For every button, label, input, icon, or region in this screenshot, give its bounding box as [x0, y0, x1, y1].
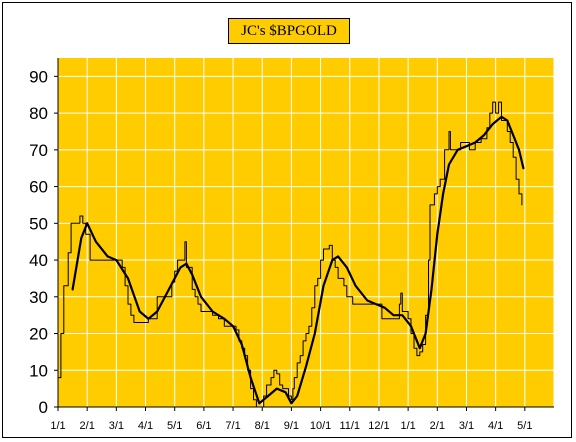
- x-tick-label: 4/1: [488, 420, 503, 432]
- x-tick-label: 9/1: [284, 420, 299, 432]
- y-tick-label: 20: [29, 325, 48, 344]
- x-tick-label: 11/1: [339, 420, 360, 432]
- y-tick-label: 90: [29, 67, 48, 86]
- y-tick-label: 60: [29, 178, 48, 197]
- x-tick-label: 5/1: [167, 420, 182, 432]
- plot-area: [58, 58, 554, 407]
- x-tick-label: 7/1: [225, 420, 240, 432]
- y-tick-label: 50: [29, 214, 48, 233]
- y-tick-label: 40: [29, 251, 48, 270]
- series-line-smoothed: [71, 115, 525, 405]
- x-tick-label: 2/1: [430, 420, 445, 432]
- x-tick-label: 3/1: [459, 420, 474, 432]
- x-tick-label: 4/1: [138, 420, 153, 432]
- x-tick-label: 1/1: [50, 420, 65, 432]
- x-tick-label: 10/1: [310, 420, 331, 432]
- x-tick-label: 8/1: [255, 420, 270, 432]
- chart-title: JC's $BPGOLD: [228, 18, 350, 44]
- x-tick-label: 1/1: [400, 420, 415, 432]
- x-tick-label: 2/1: [80, 420, 95, 432]
- x-tick-label: 5/1: [517, 420, 532, 432]
- x-tick-label: 3/1: [109, 420, 124, 432]
- y-tick-label: 30: [29, 288, 48, 307]
- series-line-raw: [57, 101, 523, 408]
- x-tick-label: 6/1: [196, 420, 211, 432]
- x-tick-label: 12/1: [368, 420, 389, 432]
- y-tick-label: 10: [29, 361, 48, 380]
- y-tick-label: 80: [29, 104, 48, 123]
- y-tick-label: 70: [29, 141, 48, 160]
- y-tick-label: 0: [39, 398, 48, 417]
